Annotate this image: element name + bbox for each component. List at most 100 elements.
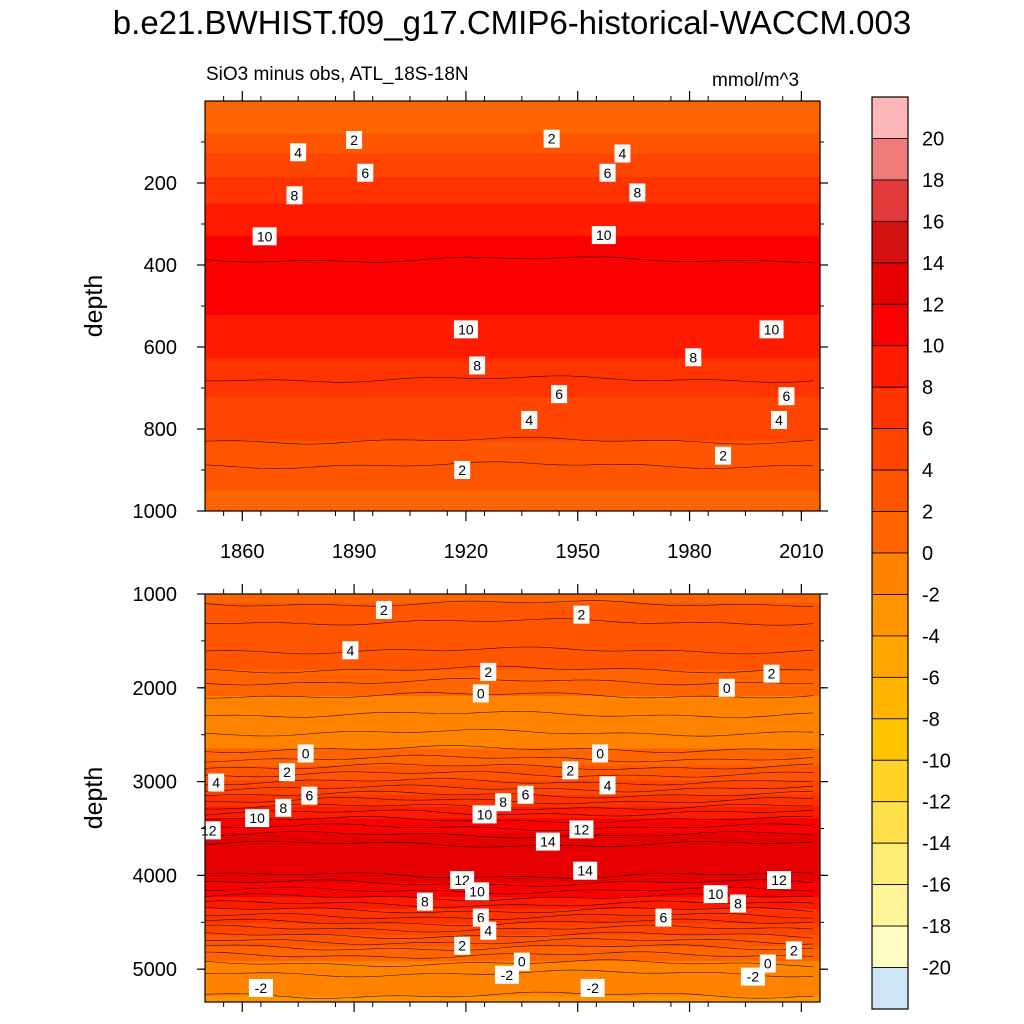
field-band xyxy=(205,174,820,178)
field-band xyxy=(205,490,820,495)
field-band xyxy=(205,449,820,454)
contour-label: 0 xyxy=(718,678,735,697)
x-tick-label: 1860 xyxy=(220,541,265,563)
field-band xyxy=(205,832,820,837)
field-band xyxy=(205,608,820,613)
contour-label-bg xyxy=(416,892,433,911)
field-band xyxy=(205,276,820,281)
contour-label-text: 6 xyxy=(783,388,791,404)
contour-label: -2 xyxy=(740,967,765,986)
contour-label: 10 xyxy=(472,805,497,824)
contour-label-bg xyxy=(454,936,471,955)
contour-label-bg xyxy=(591,226,616,245)
field-band xyxy=(205,347,820,351)
contour-label: 0 xyxy=(297,744,314,763)
contour-label-text: 8 xyxy=(291,187,299,203)
field-band xyxy=(205,911,820,916)
field-band xyxy=(205,993,820,997)
contour-label-text: 10 xyxy=(477,806,493,822)
field-band xyxy=(205,693,820,697)
field-band xyxy=(205,958,820,962)
contour-label: 2 xyxy=(763,664,780,683)
field-band xyxy=(205,344,820,348)
field-band xyxy=(205,990,820,994)
field-band xyxy=(205,224,820,228)
field-band xyxy=(205,853,820,857)
contour-line xyxy=(205,729,814,737)
contour-line xyxy=(205,912,813,920)
y-tick-label: 800 xyxy=(144,419,177,441)
field-band xyxy=(205,481,820,486)
contour-label-text: -2 xyxy=(255,980,268,996)
contour-label: 8 xyxy=(730,894,746,913)
contour-label-text: 4 xyxy=(346,642,354,658)
field-band xyxy=(205,923,820,927)
field-band xyxy=(205,180,820,184)
y-tick-label: 1000 xyxy=(133,584,178,606)
y-axis-label: depth xyxy=(80,275,108,338)
field-band xyxy=(205,599,820,604)
contour-label: 10 xyxy=(453,320,478,339)
contour-label-bg xyxy=(196,821,221,840)
field-band xyxy=(205,882,820,887)
contour-label-text: 6 xyxy=(522,787,530,803)
contour-label: 4 xyxy=(480,921,497,940)
field-band xyxy=(205,687,820,691)
y-tick-label: 4000 xyxy=(133,865,178,887)
field-band xyxy=(205,265,820,269)
colorbar-tick-label: 8 xyxy=(922,377,933,399)
contour-label: -2 xyxy=(248,978,273,997)
contour-label-bg xyxy=(208,773,225,792)
contour-label-text: 4 xyxy=(212,775,220,791)
colorbar-tick-label: -8 xyxy=(922,709,940,731)
contour-label-bg xyxy=(771,410,787,429)
contour-label: 2 xyxy=(562,761,579,780)
field-band xyxy=(205,118,820,123)
contour-label-text: 0 xyxy=(477,685,485,701)
field-band xyxy=(205,461,820,465)
contour-label-text: 2 xyxy=(566,762,574,778)
field-band xyxy=(205,640,820,645)
contour-line xyxy=(205,951,814,959)
field-band xyxy=(205,373,820,377)
colorbar-bin xyxy=(871,303,909,347)
contour-label: 0 xyxy=(472,684,489,703)
contour-line xyxy=(205,879,814,887)
contour-line xyxy=(205,944,814,951)
contour-label-text: 8 xyxy=(473,357,481,373)
contour-label-text: 2 xyxy=(484,664,492,680)
contour-label: 2 xyxy=(454,936,471,955)
contour-line xyxy=(205,938,814,945)
contour-label-bg xyxy=(730,894,746,913)
field-band xyxy=(205,876,820,881)
colorbar-tick-label: -10 xyxy=(922,750,951,772)
contour-line xyxy=(205,924,814,933)
field-band xyxy=(205,617,820,621)
field-band xyxy=(205,684,820,688)
contour-line xyxy=(205,600,813,607)
field-band xyxy=(205,142,820,146)
field-band xyxy=(205,943,820,948)
contour-label-bg xyxy=(517,785,534,804)
field-band xyxy=(205,628,820,633)
units-label: mmol/m^3 xyxy=(712,70,800,91)
contour-label-text: 0 xyxy=(723,680,731,696)
field-band xyxy=(205,185,820,190)
field-band xyxy=(205,658,820,662)
colorbar-tick-label: 20 xyxy=(922,128,944,150)
contour-label-bg xyxy=(580,978,605,997)
colorbar-bin xyxy=(871,925,909,968)
contour-label-text: 8 xyxy=(633,184,641,200)
contour-label-bg xyxy=(569,820,594,839)
field-band xyxy=(205,156,820,161)
contour-label-bg xyxy=(573,861,598,880)
panel-top-contours xyxy=(205,256,814,469)
contour-label-text: 2 xyxy=(719,448,727,464)
contour-label-text: 2 xyxy=(283,764,291,780)
contour-label-text: 2 xyxy=(458,938,466,954)
colorbar-bin xyxy=(871,220,909,264)
contour-label: 10 xyxy=(591,226,616,245)
contour-label-bg xyxy=(715,446,732,465)
field-band xyxy=(205,862,820,866)
